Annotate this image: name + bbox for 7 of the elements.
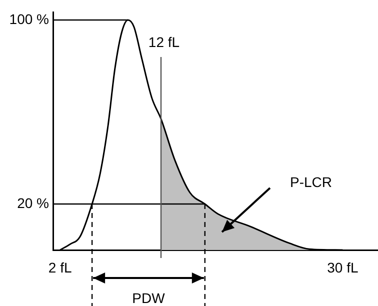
x-tick-label: 30 fL (327, 259, 358, 276)
y-tick-label: 100 % (9, 10, 49, 27)
text: PDW (132, 290, 166, 306)
y-tick-label: 20 % (17, 194, 49, 211)
x-tick-label: 2 fL (48, 259, 72, 276)
annotation: P-LCR (290, 174, 332, 190)
ref-line-label: 12 fL (148, 34, 180, 50)
